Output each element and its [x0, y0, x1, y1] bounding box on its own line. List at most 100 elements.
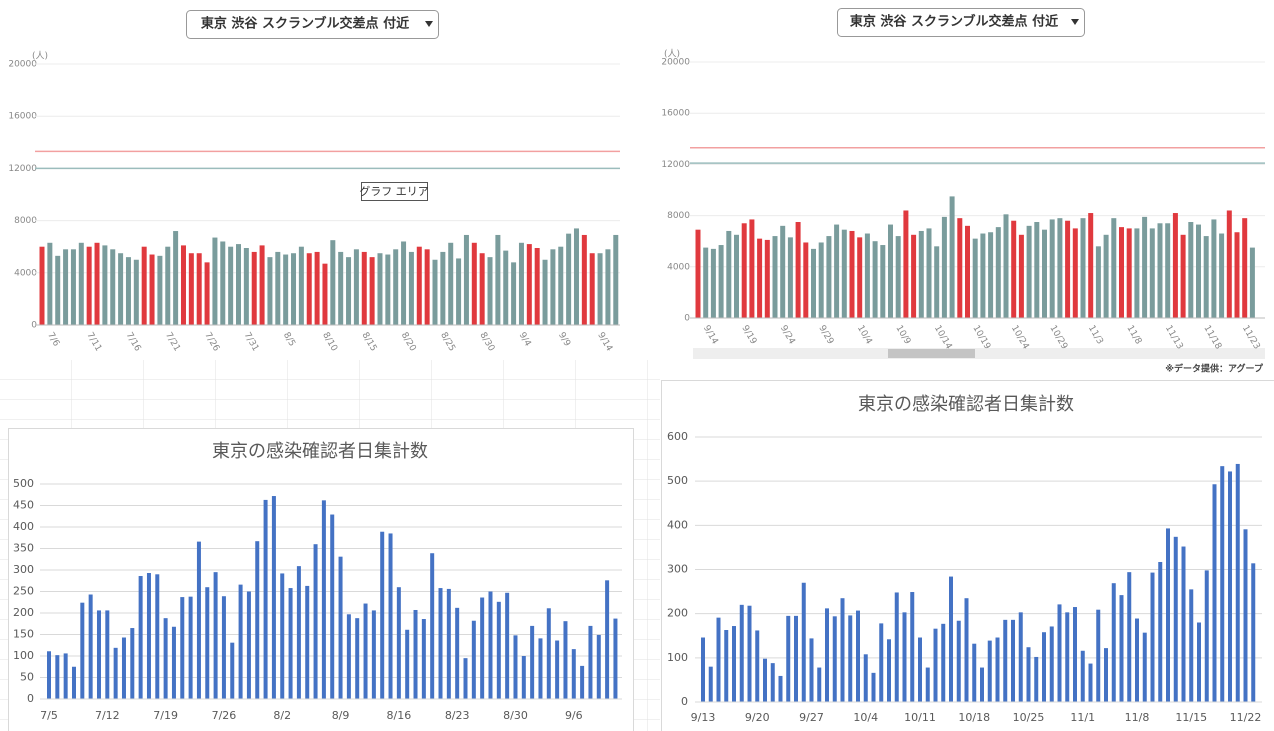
bar — [933, 628, 938, 702]
bar — [530, 625, 535, 699]
bar — [463, 234, 469, 325]
bar — [980, 233, 986, 318]
bar — [205, 587, 210, 699]
bar — [1080, 218, 1086, 318]
x-tick-label: 11/1 — [1070, 711, 1095, 724]
bar — [772, 236, 778, 318]
bar — [1103, 234, 1109, 318]
bar — [456, 258, 462, 325]
bar — [430, 553, 435, 699]
bar — [1234, 232, 1240, 318]
bar — [872, 241, 878, 318]
x-tick-label: 11/8 — [1125, 711, 1150, 724]
bar — [581, 234, 587, 325]
bar — [401, 241, 407, 325]
bar — [55, 255, 61, 325]
bar — [605, 249, 611, 325]
y-tick-label: 200 — [667, 607, 688, 620]
dropdown-arrow[interactable] — [1071, 19, 1079, 25]
bar — [113, 647, 118, 699]
bar — [1080, 650, 1085, 702]
bar — [1119, 595, 1124, 702]
bar — [613, 618, 618, 699]
x-tick-label: 9/20 — [745, 711, 770, 724]
dropdown[interactable]: 東京 渋谷 スクランブル交差点 付近 — [186, 10, 439, 39]
bar — [1095, 246, 1101, 318]
x-tick-label: 9/6 — [565, 709, 583, 722]
bar — [1251, 563, 1256, 702]
bar — [496, 601, 501, 699]
bar — [1011, 619, 1015, 702]
bar — [534, 248, 540, 325]
bar — [741, 223, 747, 318]
bar — [964, 598, 969, 702]
y-tick-label: 50 — [20, 671, 34, 684]
bar — [1134, 228, 1140, 318]
bar — [1049, 626, 1054, 702]
dropdown[interactable]: 東京 渋谷 スクランブル交差点 付近 — [837, 8, 1085, 37]
bar — [330, 240, 336, 325]
x-tick-label: 7/5 — [40, 709, 58, 722]
x-tick-label: 8/23 — [445, 709, 470, 722]
y-tick-label: 0 — [684, 314, 690, 324]
bar — [1235, 463, 1240, 702]
bar — [220, 241, 226, 325]
bar — [291, 253, 297, 325]
y-tick-label: 300 — [13, 563, 34, 576]
bar — [355, 618, 360, 699]
scrollbar-thumb[interactable] — [888, 349, 975, 358]
bar — [818, 242, 824, 318]
bar — [957, 218, 963, 318]
bar — [757, 238, 763, 318]
bar — [1196, 224, 1201, 318]
bar — [424, 249, 430, 325]
bar — [857, 237, 863, 318]
bar — [1119, 227, 1124, 318]
dropdown-label[interactable]: 東京 渋谷 スクランブル交差点 付近 — [201, 16, 409, 32]
dropdown-box[interactable] — [837, 8, 1085, 37]
bar — [1203, 236, 1209, 318]
scrollbar[interactable] — [693, 348, 1265, 359]
bar — [941, 623, 946, 702]
dropdown-arrow[interactable] — [425, 21, 433, 27]
bar — [701, 637, 705, 702]
bar — [471, 620, 476, 699]
y-tick-label: 0 — [27, 692, 34, 705]
y-tick-label: 8000 — [14, 216, 37, 226]
bar — [463, 658, 468, 699]
bar — [573, 228, 579, 325]
bar — [1111, 218, 1117, 318]
bar — [902, 612, 907, 702]
bar — [918, 637, 922, 702]
bar — [817, 667, 822, 702]
bar — [338, 556, 343, 699]
bar — [571, 649, 576, 699]
bar — [455, 607, 460, 699]
bar — [1228, 471, 1232, 702]
bar — [130, 628, 135, 699]
bar — [283, 254, 289, 325]
bar — [1072, 228, 1078, 318]
bar — [770, 663, 775, 702]
bar — [826, 236, 832, 318]
bar — [221, 596, 226, 699]
bar — [288, 588, 293, 699]
bar — [987, 640, 992, 702]
x-tick-label: 7/12 — [95, 709, 120, 722]
dropdown-box[interactable] — [186, 10, 439, 39]
bar — [988, 232, 994, 318]
bar — [1065, 612, 1070, 702]
bar — [613, 234, 619, 325]
bar — [1127, 572, 1132, 702]
bar — [47, 651, 51, 699]
dropdown-label[interactable]: 東京 渋谷 スクランブル交差点 付近 — [850, 14, 1058, 30]
bar — [377, 253, 383, 325]
bar — [1249, 247, 1255, 318]
bar — [1026, 647, 1031, 702]
bar — [1042, 632, 1046, 702]
bar — [580, 665, 585, 699]
bar — [803, 242, 809, 318]
bar — [749, 219, 755, 318]
bar — [63, 653, 68, 699]
bar — [149, 254, 155, 325]
